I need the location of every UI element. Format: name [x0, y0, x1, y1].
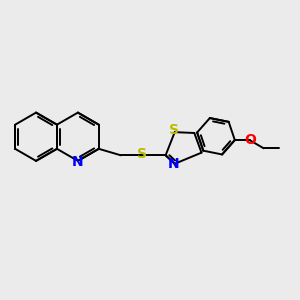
Text: S: S — [169, 123, 179, 137]
Text: N: N — [72, 155, 84, 169]
Text: S: S — [137, 147, 147, 161]
Text: N: N — [167, 157, 179, 171]
Text: O: O — [244, 133, 256, 147]
